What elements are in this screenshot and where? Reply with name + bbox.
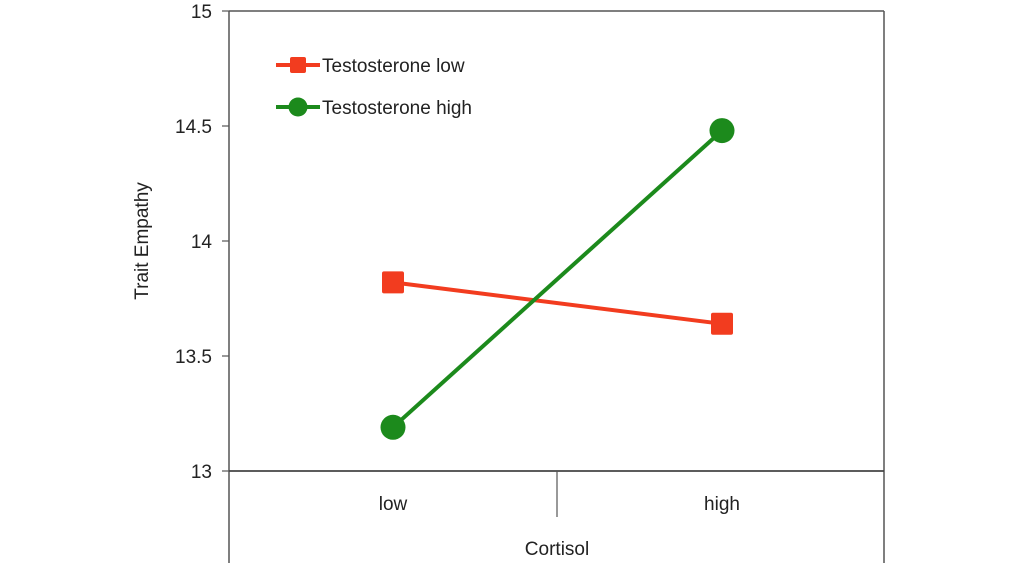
legend-item: Testosterone high <box>276 97 472 119</box>
series-line <box>391 129 724 429</box>
y-axis: 13 13.5 14 14.5 15 <box>175 2 229 483</box>
legend: Testosterone low Testosterone high <box>276 56 472 119</box>
series-line <box>392 280 723 326</box>
x-axis-label: Cortisol <box>525 539 589 560</box>
y-tick-label: 13.5 <box>175 347 212 368</box>
circle-marker-icon <box>288 97 308 117</box>
legend-label: Testosterone high <box>322 98 472 119</box>
series-testosterone-high <box>380 118 735 440</box>
y-tick-label: 13 <box>191 462 212 483</box>
x-tick-label: high <box>704 494 740 515</box>
x-axis: low high <box>379 494 740 515</box>
plot-frame <box>228 10 885 563</box>
data-point <box>382 271 404 294</box>
series-testosterone-low <box>382 271 733 335</box>
x-tick-label: low <box>379 494 408 515</box>
legend-item: Testosterone low <box>276 56 465 77</box>
square-marker-icon <box>290 57 306 73</box>
data-point <box>380 414 406 440</box>
series-group <box>380 118 735 440</box>
y-tick-label: 14.5 <box>175 117 212 138</box>
data-point <box>711 312 733 335</box>
y-axis-label: Trait Empathy <box>132 182 153 300</box>
y-tick-label: 14 <box>191 232 213 253</box>
data-point <box>709 118 735 144</box>
y-tick-label: 15 <box>191 2 212 23</box>
legend-label: Testosterone low <box>322 56 465 77</box>
